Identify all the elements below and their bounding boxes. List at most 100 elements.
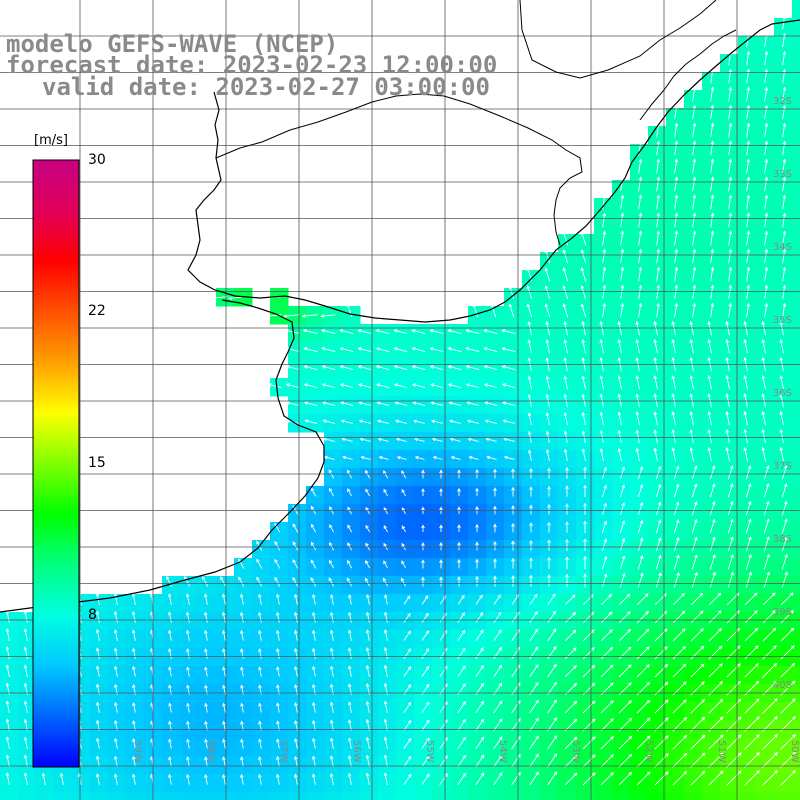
wind-arrow [493,700,503,714]
wind-arrow [565,556,569,569]
wind-arrow [276,702,280,713]
wind-arrow [131,629,136,641]
wind-arrow [673,465,680,480]
wind-arrow [599,339,604,354]
wind-arrow [493,736,503,750]
wind-arrow [692,212,697,228]
speed-cell [792,306,800,325]
wind-arrow [185,593,190,605]
wind-arrow [547,610,556,624]
speed-cell [792,468,800,487]
wind-arrow [511,540,515,551]
wind-arrow [413,419,425,424]
wind-arrow [457,665,466,678]
wind-arrow [276,738,280,749]
wind-arrow [746,302,751,318]
wind-arrow [708,770,724,786]
wind-arrow [582,611,595,624]
wind-arrow [393,365,408,370]
wind-arrow [457,576,461,587]
wind-arrow [674,158,679,174]
wind-arrow [653,429,658,444]
wind-arrow [321,365,336,370]
speed-cell [414,792,433,800]
wind-arrow [619,520,626,534]
wind-arrow [653,320,658,336]
wind-arrow [672,699,687,714]
wind-arrow [707,375,712,390]
wind-arrow [465,347,480,352]
wind-arrow [580,303,587,318]
wind-arrow [745,500,752,516]
wind-arrow [323,455,335,460]
wind-arrow [781,536,788,552]
wind-arrow [618,593,631,606]
wind-arrow [311,773,316,785]
wind-arrow [547,628,557,642]
wind-arrow [114,737,118,749]
wind-arrow [654,717,669,732]
wind-arrow [311,629,316,641]
wind-arrow [321,347,336,352]
wind-arrow [601,573,608,588]
wind-arrow [656,302,661,318]
wind-arrow [275,611,280,623]
wind-arrow [691,571,698,588]
lat-label: 38S [773,534,792,545]
wind-arrow [275,773,280,785]
speed-cell [270,792,289,800]
wind-arrow [5,664,10,678]
wind-arrow [358,419,371,424]
wind-arrow [490,303,497,318]
wind-arrow [95,755,100,767]
wind-arrow [545,339,550,354]
wind-arrow [671,447,676,462]
wind-arrow [708,752,724,768]
wind-arrow [114,719,118,731]
wind-arrow [293,773,298,785]
wind-arrow [762,645,777,660]
wind-arrow [707,429,712,444]
wind-arrow [618,646,632,660]
coastline-lagoon [639,29,737,121]
wind-arrow [636,664,650,678]
wind-arrow [728,302,733,318]
speed-cell [792,630,800,649]
wind-arrow [221,593,226,605]
colorbar-unit: [m/s] [34,133,68,148]
wind-arrow [746,122,751,138]
wind-arrow [403,630,411,641]
wind-arrow [430,401,444,406]
wind-arrow [638,248,643,264]
wind-arrow [583,502,587,515]
wind-arrow [475,558,479,569]
wind-arrow [544,267,551,282]
wind-arrow [274,540,281,551]
wind-arrow [503,437,515,442]
wind-arrow [601,502,607,516]
wind-arrow [186,666,190,677]
wind-arrow [502,419,516,424]
wind-arrow [563,375,568,390]
wind-arrow [636,699,651,714]
wind-arrow [95,629,100,641]
wind-arrow [346,577,353,587]
wind-arrow [746,266,751,282]
wind-arrow [707,447,712,462]
wind-arrow [671,320,676,336]
wind-arrow [764,50,769,66]
wind-arrow [746,86,751,102]
wind-arrow [601,555,608,570]
wind-arrow [708,645,723,660]
wind-arrow [411,383,426,388]
wind-arrow [383,507,388,515]
wind-arrow [475,629,484,641]
wind-arrow [547,699,557,714]
wind-arrow [421,647,430,659]
wind-arrow [744,770,760,786]
wind-arrow [527,339,532,354]
speed-cell [576,792,595,800]
wind-arrow [782,194,787,210]
wind-arrow [781,553,788,570]
wind-arrow [692,248,697,264]
